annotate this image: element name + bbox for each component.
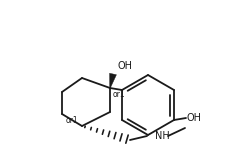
Polygon shape <box>109 73 116 88</box>
Text: NH: NH <box>154 131 169 141</box>
Text: or1: or1 <box>66 116 78 125</box>
Text: OH: OH <box>117 61 132 71</box>
Text: or1: or1 <box>112 90 125 99</box>
Text: OH: OH <box>186 113 201 123</box>
